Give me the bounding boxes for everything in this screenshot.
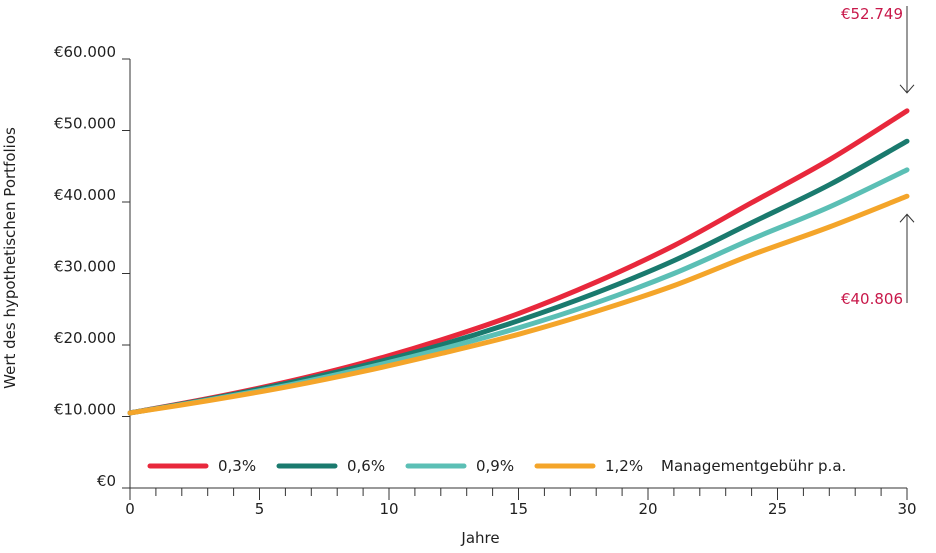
y-tick-label: €40.000 bbox=[54, 186, 116, 204]
x-tick-label: 20 bbox=[638, 500, 657, 518]
series-line-4 bbox=[127, 193, 910, 416]
annotation-bottom-value: €40.806 bbox=[841, 290, 903, 308]
legend-suffix: Managementgebühr p.a. bbox=[661, 457, 846, 475]
y-tick-label: €60.000 bbox=[54, 43, 116, 61]
y-tick-label: €50.000 bbox=[54, 115, 116, 133]
x-tick-label: 25 bbox=[768, 500, 787, 518]
annotation-top-arrowhead bbox=[899, 84, 915, 94]
annotations: €52.749 €40.806 bbox=[841, 5, 915, 308]
x-tick-label: 30 bbox=[897, 500, 916, 518]
x-tick-label: 0 bbox=[125, 500, 135, 518]
legend-label: 0,3% bbox=[218, 457, 256, 475]
x-tick-label: 5 bbox=[255, 500, 265, 518]
series-line-1 bbox=[127, 108, 910, 416]
series-lines bbox=[127, 108, 910, 416]
x-tick-label: 10 bbox=[379, 500, 398, 518]
x-axis-title: Jahre bbox=[460, 529, 499, 547]
axes: €0 €10.000 €20.000 €30.000 €40.000 €50.000 €60… bbox=[1, 43, 917, 547]
y-tick-label: €20.000 bbox=[54, 329, 116, 347]
legend-label: 0,9% bbox=[476, 457, 514, 475]
legend-label: 0,6% bbox=[347, 457, 385, 475]
y-tick-label: €30.000 bbox=[54, 258, 116, 276]
legend: 0,3% 0,6% 0,9% 1,2% Managementgebühr p.a. bbox=[147, 457, 846, 475]
legend-label: 1,2% bbox=[605, 457, 643, 475]
annotation-bottom-arrowhead bbox=[899, 213, 915, 223]
y-tick-label: €10.000 bbox=[54, 401, 116, 419]
y-tick-label: €0 bbox=[97, 472, 116, 490]
y-axis-title: Wert des hypothetischen Portfolios bbox=[1, 127, 19, 389]
x-tick-label: 15 bbox=[509, 500, 528, 518]
annotation-top-value: €52.749 bbox=[841, 5, 903, 23]
